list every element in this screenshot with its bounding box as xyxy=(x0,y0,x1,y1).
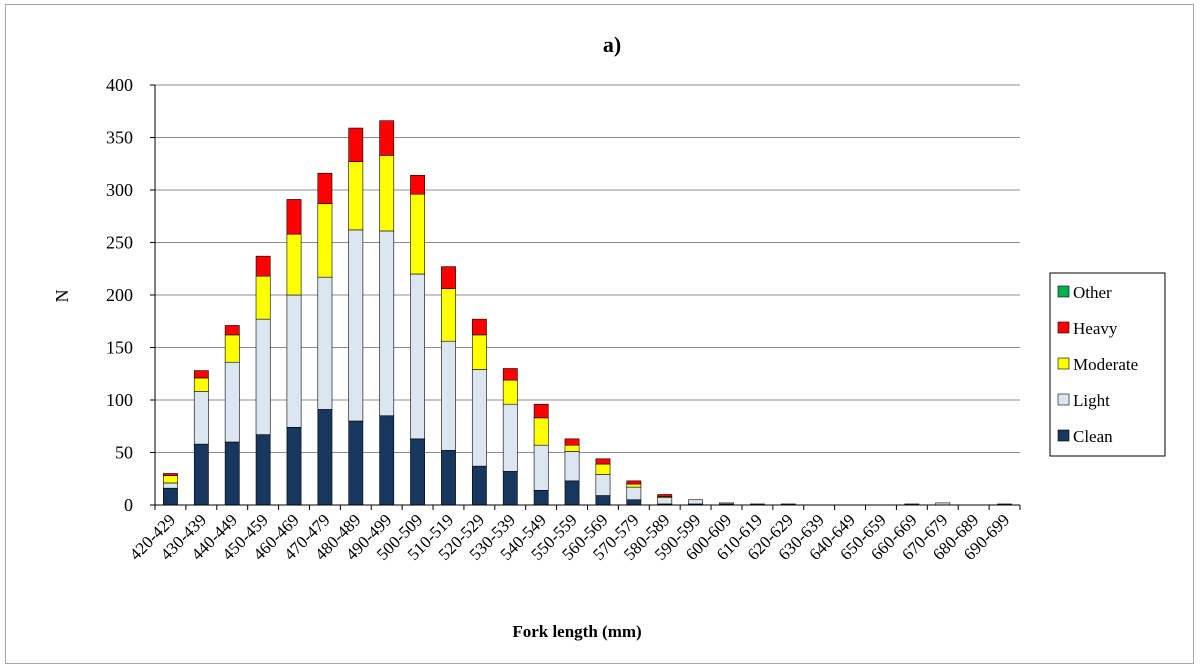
bar-heavy-500-509 xyxy=(410,175,425,195)
bar-clean-540-549 xyxy=(533,489,549,506)
bar-clean-450-459 xyxy=(255,434,271,506)
legend-swatch-moderate xyxy=(1057,357,1070,370)
bar-moderate-470-479 xyxy=(317,203,333,278)
bar-heavy-480-489 xyxy=(348,127,364,162)
legend-swatch-other xyxy=(1057,285,1070,298)
bar-light-460-469 xyxy=(286,294,302,428)
legend-label-other: Other xyxy=(1073,283,1112,302)
bar-light-600-609 xyxy=(719,502,734,505)
bar-light-560-569 xyxy=(595,474,611,496)
bar-moderate-460-469 xyxy=(286,233,302,296)
bar-moderate-540-549 xyxy=(533,417,549,446)
bar-clean-570-579 xyxy=(626,499,642,506)
gridlines xyxy=(150,84,1020,506)
bar-light-450-459 xyxy=(255,318,271,435)
bar-heavy-490-499 xyxy=(379,120,395,156)
bar-heavy-420-429 xyxy=(163,473,178,476)
bar-moderate-570-579 xyxy=(626,483,642,488)
y-tick-label: 250 xyxy=(106,233,133,253)
bar-heavy-460-469 xyxy=(286,199,302,235)
bar-moderate-480-489 xyxy=(348,161,364,231)
bar-light-580-589 xyxy=(657,497,673,505)
legend-swatch-clean xyxy=(1057,429,1070,442)
y-tick-label: 0 xyxy=(124,495,133,515)
legend-label-clean: Clean xyxy=(1073,427,1113,446)
bar-clean-510-519 xyxy=(441,450,456,506)
bar-moderate-560-569 xyxy=(595,463,611,475)
bar-moderate-510-519 xyxy=(441,288,456,342)
y-tick-label: 50 xyxy=(115,443,133,463)
y-tick-label: 150 xyxy=(106,338,133,358)
legend-swatch-light xyxy=(1057,393,1070,406)
bar-light-430-439 xyxy=(193,391,209,445)
bar-light-490-499 xyxy=(379,230,395,417)
bar-heavy-540-549 xyxy=(533,403,549,419)
bar-heavy-560-569 xyxy=(595,458,611,465)
bar-light-540-549 xyxy=(533,444,549,491)
bar-light-570-579 xyxy=(626,486,642,501)
bar-heavy-430-439 xyxy=(193,370,209,379)
bar-clean-480-489 xyxy=(348,420,364,506)
chart-frame xyxy=(5,4,1194,664)
legend-label-moderate: Moderate xyxy=(1073,355,1138,374)
bar-moderate-550-559 xyxy=(564,444,580,452)
bar-moderate-490-499 xyxy=(379,155,395,232)
bar-clean-520-529 xyxy=(471,465,487,506)
legend: Other Heavy Moderate Light Clean xyxy=(1049,272,1166,457)
y-axis-label: N xyxy=(52,290,72,303)
legend-swatch-heavy xyxy=(1057,321,1070,334)
y-tick-label: 100 xyxy=(106,390,133,410)
legend-label-heavy: Heavy xyxy=(1073,319,1118,338)
bar-heavy-570-579 xyxy=(626,480,642,485)
bar-light-590-599 xyxy=(688,499,704,505)
bar-moderate-530-539 xyxy=(502,379,518,405)
bar-light-520-529 xyxy=(471,369,487,467)
bar-light-550-559 xyxy=(564,451,580,482)
bar-light-480-489 xyxy=(348,229,364,422)
bar-group xyxy=(163,120,1012,506)
bar-heavy-530-539 xyxy=(502,368,518,381)
bar-moderate-420-429 xyxy=(163,475,178,484)
bar-moderate-500-509 xyxy=(410,193,425,275)
bar-light-510-519 xyxy=(441,340,456,451)
x-tick-labels: 420-429430-439440-449450-459460-469470-4… xyxy=(126,505,1021,564)
y-tick-label: 400 xyxy=(106,75,133,95)
bar-light-530-539 xyxy=(502,403,518,472)
bar-light-500-509 xyxy=(410,273,425,440)
bar-moderate-430-439 xyxy=(193,377,209,392)
bar-heavy-580-589 xyxy=(657,494,673,497)
bar-light-440-449 xyxy=(224,361,240,443)
chart-title: a) xyxy=(603,32,621,57)
bar-clean-560-569 xyxy=(595,495,611,506)
bar-heavy-470-479 xyxy=(317,172,333,204)
bar-heavy-450-459 xyxy=(255,255,271,277)
y-tick-labels: 0 50 100 150 200 250 300 350 400 xyxy=(106,75,133,515)
bar-heavy-520-529 xyxy=(471,318,487,336)
y-tick-label: 350 xyxy=(106,128,133,148)
bar-clean-530-539 xyxy=(502,471,518,506)
y-tick-label: 300 xyxy=(106,180,133,200)
bar-moderate-440-449 xyxy=(224,334,240,363)
bar-clean-440-449 xyxy=(224,441,240,506)
bar-clean-430-439 xyxy=(193,443,209,506)
bar-clean-490-499 xyxy=(379,415,395,506)
bar-heavy-510-519 xyxy=(441,266,456,289)
x-axis-label: Fork length (mm) xyxy=(512,622,641,641)
bar-moderate-520-529 xyxy=(471,334,487,370)
y-tick-label: 200 xyxy=(106,285,133,305)
legend-label-light: Light xyxy=(1073,391,1110,410)
bar-clean-500-509 xyxy=(410,438,425,506)
bar-moderate-450-459 xyxy=(255,275,271,320)
bar-clean-550-559 xyxy=(564,480,580,506)
bar-clean-470-479 xyxy=(317,409,333,506)
bar-light-470-479 xyxy=(317,276,333,410)
bar-clean-420-429 xyxy=(163,487,178,506)
bar-heavy-550-559 xyxy=(564,438,580,446)
bar-light-420-429 xyxy=(163,482,178,489)
bar-clean-460-469 xyxy=(286,426,302,506)
bar-heavy-440-449 xyxy=(224,325,240,336)
